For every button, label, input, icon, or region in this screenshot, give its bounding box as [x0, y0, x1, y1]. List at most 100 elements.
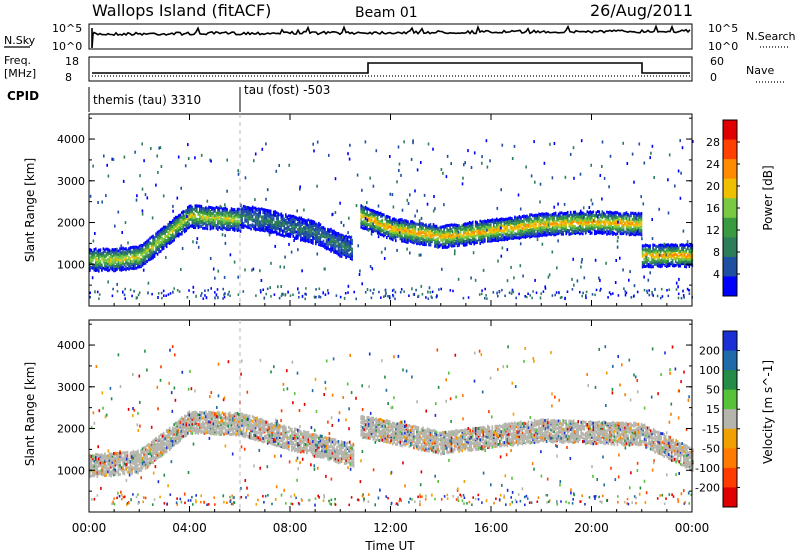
heat-cell	[575, 212, 578, 216]
heat-cell	[464, 224, 466, 228]
heat-cell	[119, 258, 121, 262]
heat-cell	[580, 139, 583, 143]
heat-cell	[238, 207, 240, 211]
heat-cell	[313, 149, 315, 153]
heat-cell	[135, 255, 138, 259]
heat-cell	[254, 215, 257, 219]
heat-cell	[659, 265, 662, 269]
heat-cell	[477, 225, 480, 229]
heat-cell	[494, 228, 497, 232]
heat-cell	[297, 221, 299, 225]
heat-cell	[646, 291, 649, 294]
heat-cell	[511, 226, 513, 230]
heat-cell	[134, 266, 136, 270]
heat-cell	[270, 295, 272, 298]
heat-cell	[640, 225, 643, 229]
heat-cell	[616, 231, 619, 235]
heat-cell	[101, 252, 103, 256]
heat-cell	[336, 250, 338, 254]
heat-cell	[401, 220, 403, 224]
heat-cell	[196, 217, 198, 221]
heat-cell	[459, 240, 462, 244]
heat-cell	[232, 216, 234, 219]
heat-cell	[257, 215, 260, 219]
heat-cell	[379, 232, 382, 236]
heat-cell	[461, 227, 463, 231]
heat-cell	[444, 243, 447, 247]
heat-cell	[331, 234, 334, 238]
heat-cell	[426, 236, 429, 240]
heat-cell	[538, 217, 540, 221]
heat-cell	[464, 161, 466, 165]
heat-cell	[644, 252, 647, 256]
heat-cell	[465, 237, 468, 241]
heat-cell	[542, 226, 545, 229]
heat-cell	[294, 215, 296, 219]
heat-cell	[277, 232, 279, 236]
heat-cell	[440, 234, 442, 238]
heat-cell	[579, 290, 581, 294]
heat-cell	[351, 239, 353, 242]
heat-cell	[390, 223, 393, 227]
heat-cell	[122, 254, 124, 258]
heat-cell	[582, 232, 584, 236]
heat-cell	[241, 225, 243, 229]
heat-cell	[342, 223, 345, 227]
heat-cell	[167, 238, 169, 242]
heat-cell	[98, 253, 100, 257]
heat-cell	[674, 264, 677, 267]
heat-cell	[580, 223, 582, 227]
heat-cell	[428, 233, 430, 237]
heat-cell	[328, 236, 331, 239]
heat-cell	[131, 470, 133, 474]
heat-cell	[358, 273, 361, 276]
heat-cell	[413, 226, 415, 230]
heat-cell	[195, 294, 197, 298]
heat-cell	[361, 205, 364, 209]
heat-cell	[454, 249, 456, 253]
heat-cell	[114, 265, 117, 268]
heat-cell	[339, 250, 341, 254]
velocity-heatmap	[89, 345, 694, 507]
heat-cell	[471, 220, 474, 224]
heat-cell	[536, 232, 539, 236]
heat-cell	[164, 231, 166, 235]
heat-cell	[449, 234, 451, 238]
heat-cell	[488, 226, 491, 230]
heat-cell	[453, 226, 456, 230]
heat-cell	[633, 215, 635, 219]
heat-cell	[102, 470, 105, 474]
heat-cell	[266, 287, 269, 291]
heat-cell	[107, 467, 109, 470]
heat-cell	[667, 264, 669, 268]
heat-cell	[266, 188, 269, 192]
heat-cell	[566, 228, 569, 232]
heat-cell	[398, 229, 400, 233]
heat-cell	[176, 221, 178, 225]
heat-cell	[331, 236, 334, 240]
heat-cell	[651, 291, 653, 294]
heat-cell	[181, 211, 183, 215]
heat-cell	[297, 232, 299, 235]
heat-cell	[664, 254, 666, 258]
heat-cell	[120, 244, 122, 248]
heat-cell	[661, 264, 663, 268]
heat-cell	[141, 456, 144, 460]
heat-cell	[612, 227, 614, 231]
heat-cell	[129, 288, 132, 292]
heat-cell	[640, 223, 643, 227]
heat-cell	[680, 262, 683, 266]
heat-cell	[375, 224, 377, 228]
heat-cell	[220, 215, 222, 219]
heat-cell	[401, 234, 403, 238]
heat-cell	[129, 250, 131, 254]
heat-cell	[283, 229, 286, 233]
heat-cell	[488, 238, 491, 242]
heat-cell	[383, 234, 385, 238]
heat-cell	[259, 228, 261, 232]
heat-cell	[256, 227, 258, 231]
heat-cell	[610, 221, 613, 225]
heat-cell	[107, 253, 109, 257]
heat-cell	[141, 459, 144, 462]
heat-cell	[373, 219, 376, 223]
